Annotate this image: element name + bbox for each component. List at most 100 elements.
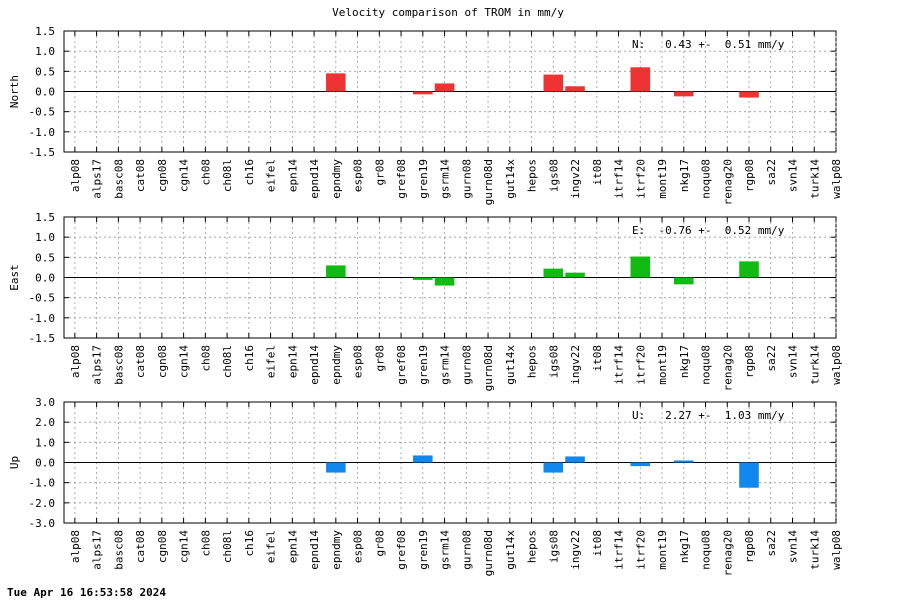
x-tick-label: walp08 — [830, 530, 843, 570]
x-tick-label: epnd14 — [308, 345, 321, 385]
x-tick-label: epn14 — [286, 159, 299, 192]
x-tick-label: basc08 — [112, 159, 125, 199]
y-tick-label: 0.5 — [35, 65, 55, 78]
x-tick-label: noqu08 — [700, 345, 713, 385]
x-tick-label: ch08 — [199, 159, 212, 186]
x-tick-label: sa22 — [765, 159, 778, 186]
x-tick-label: renag20 — [721, 345, 734, 391]
x-tick-label: mont19 — [656, 530, 669, 570]
y-tick-label: -1.5 — [29, 332, 56, 345]
x-tick-label: itrf20 — [634, 345, 647, 385]
x-tick-label: gurn08d — [482, 530, 495, 576]
chart-title: Velocity comparison of TROM in mm/y — [332, 6, 564, 19]
x-tick-label: epnd14 — [308, 159, 321, 199]
panel-annotation: U: 2.27 +- 1.03 mm/y — [632, 409, 785, 422]
x-tick-label: igs08 — [547, 345, 560, 378]
panel-north: -1.5 -1.0 -0.5 0.0 0.5 1.0 1.5 alp08 alps17 basc0… — [8, 25, 843, 205]
bar-rgp08 — [739, 91, 759, 98]
x-tick-label: turk14 — [808, 530, 821, 570]
bar-itrf20 — [630, 256, 651, 278]
bar-gren19 — [413, 91, 433, 95]
bar-itrf20 — [630, 462, 651, 467]
chart-panels: -1.5 -1.0 -0.5 0.0 0.5 1.0 1.5 alp08 alps17 basc0… — [8, 25, 843, 576]
x-tick-label: cgn14 — [178, 530, 191, 563]
bar-epndmy — [326, 462, 346, 473]
bar-epndmy — [326, 73, 346, 92]
y-tick-label: 2.0 — [35, 416, 55, 429]
x-tick-label: gurn08d — [482, 345, 495, 391]
y-tick-label: 1.0 — [35, 45, 55, 58]
x-tick-label: cgn14 — [178, 159, 191, 192]
x-tick-label: ch08l — [221, 530, 234, 563]
x-tick-label: alp08 — [69, 530, 82, 563]
x-tick-label: rgp08 — [743, 345, 756, 378]
x-tick-label: basc08 — [112, 530, 125, 570]
y-tick-label: -0.5 — [29, 292, 56, 305]
y-tick-label: -1.5 — [29, 146, 56, 159]
x-tick-label: alp08 — [69, 345, 82, 378]
x-tick-label: renag20 — [721, 530, 734, 576]
x-tick-label: igs08 — [547, 530, 560, 563]
x-tick-label: gren19 — [417, 345, 430, 385]
x-tick-label: gr08 — [373, 530, 386, 557]
bar-igs08 — [543, 462, 564, 473]
x-tick-label: sa22 — [765, 530, 778, 557]
x-tick-label: renag20 — [721, 159, 734, 205]
panel-east: -1.5 -1.0 -0.5 0.0 0.5 1.0 1.5 alp08 alps17 basc0… — [8, 211, 843, 391]
x-tick-label: itrf20 — [634, 159, 647, 199]
x-tick-label: it08 — [591, 530, 604, 557]
x-tick-label: itrf14 — [613, 159, 626, 199]
x-tick-label: igs08 — [547, 159, 560, 192]
x-tick-label: sa22 — [765, 345, 778, 372]
x-tick-label: alps17 — [91, 345, 104, 385]
x-tick-label: ch16 — [243, 345, 256, 372]
bar-gsrm14 — [434, 277, 455, 286]
x-tick-label: epn14 — [286, 530, 299, 563]
y-tick-label: 1.5 — [35, 211, 55, 224]
x-tick-label: it08 — [591, 159, 604, 186]
x-tick-label: gurn08 — [460, 345, 473, 385]
x-tick-label: eifel — [265, 345, 278, 378]
y-axis-label: East — [8, 264, 21, 291]
bar-rgp08 — [739, 261, 759, 278]
x-tick-label: ingv22 — [569, 345, 582, 385]
x-tick-label: walp08 — [830, 159, 843, 199]
x-tick-label: ingv22 — [569, 159, 582, 199]
x-tick-label: itrf20 — [634, 530, 647, 570]
panel-up: -3.0 -2.0 -1.0 0.0 1.0 2.0 3.0 alp08 alps17 basc0… — [8, 396, 843, 576]
x-tick-label: epndmy — [330, 159, 343, 199]
x-tick-label: esp08 — [352, 345, 365, 378]
x-tick-label: gsrm14 — [439, 159, 452, 199]
y-tick-label: -3.0 — [29, 517, 56, 530]
x-tick-label: rgp08 — [743, 530, 756, 563]
y-axis-label: Up — [8, 456, 21, 469]
x-tick-label: esp08 — [352, 159, 365, 192]
y-tick-label: 1.0 — [35, 231, 55, 244]
x-tick-label: gsrm14 — [439, 530, 452, 570]
y-tick-label: 3.0 — [35, 396, 55, 409]
x-tick-label: epn14 — [286, 345, 299, 378]
x-tick-label: noqu08 — [700, 159, 713, 199]
x-tick-label: gref08 — [395, 530, 408, 570]
x-tick-label: hepos — [526, 530, 539, 563]
x-tick-label: alp08 — [69, 159, 82, 192]
x-tick-label: nkg17 — [678, 530, 691, 563]
x-tick-label: gsrm14 — [439, 345, 452, 385]
x-tick-label: ch08 — [199, 530, 212, 557]
x-tick-label: mont19 — [656, 159, 669, 199]
x-tick-label: esp08 — [352, 530, 365, 563]
y-tick-label: 1.5 — [35, 25, 55, 38]
x-tick-label: cat08 — [134, 159, 147, 192]
x-tick-label: itrf14 — [613, 345, 626, 385]
x-tick-label: nkg17 — [678, 345, 691, 378]
x-tick-label: eifel — [265, 530, 278, 563]
bar-rgp08 — [739, 462, 759, 488]
x-tick-label: gut14x — [504, 159, 517, 199]
x-tick-label: noqu08 — [700, 530, 713, 570]
y-tick-label: -2.0 — [29, 497, 56, 510]
x-tick-label: gr08 — [373, 159, 386, 186]
panel-annotation: N: 0.43 +- 0.51 mm/y — [632, 38, 785, 51]
x-tick-label: hepos — [526, 345, 539, 378]
x-tick-label: gref08 — [395, 345, 408, 385]
